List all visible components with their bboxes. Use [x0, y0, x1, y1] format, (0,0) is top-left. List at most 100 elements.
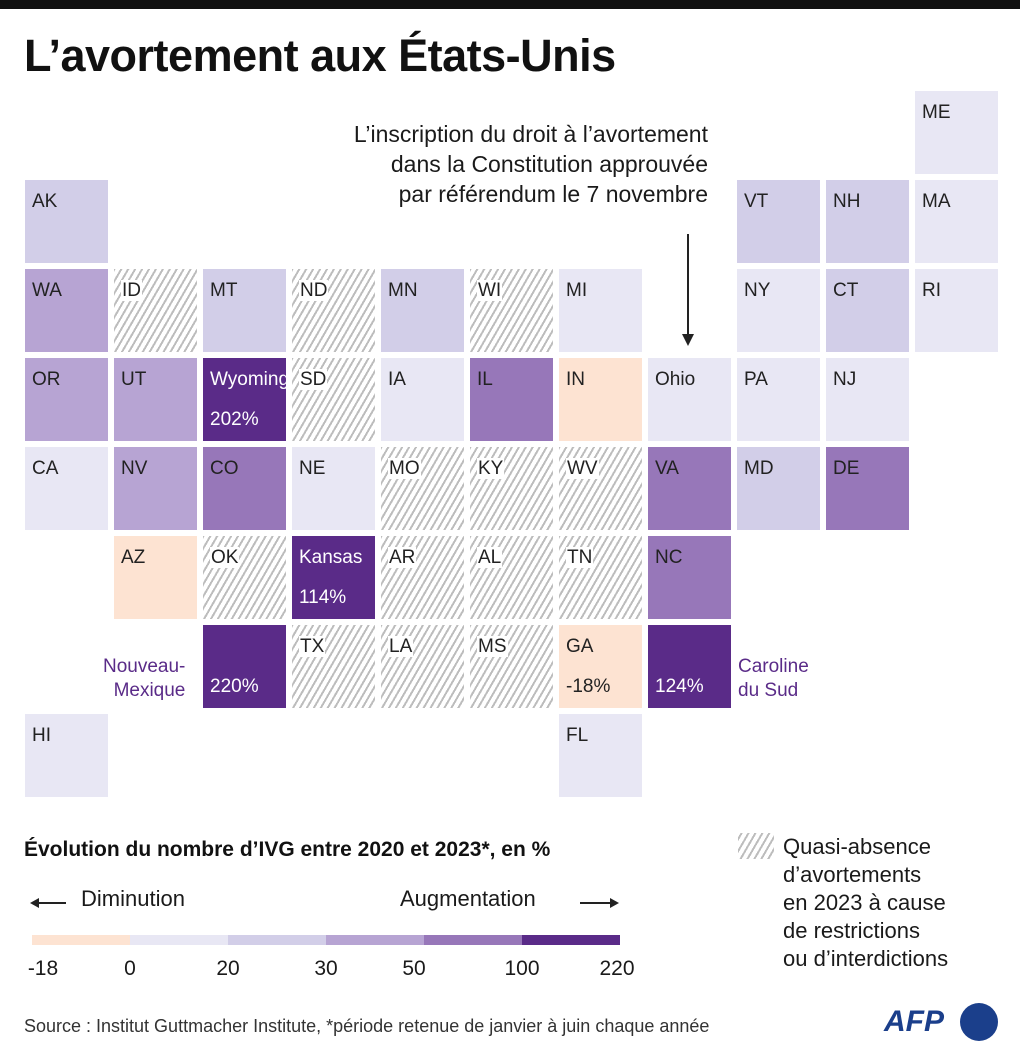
ramp-segment [424, 935, 522, 945]
state-tile-ma: MA [915, 180, 998, 263]
state-tile-ok: OK [203, 536, 286, 619]
state-abbr: ID [121, 280, 142, 301]
state-tile-hi: HI [25, 714, 108, 797]
state-abbr: NY [744, 280, 771, 301]
hatch-legend-text: Quasi-absence d’avortements en 2023 à ca… [783, 833, 948, 973]
state-abbr: TX [299, 636, 326, 657]
state-pct: -18% [566, 676, 611, 697]
state-abbr: RI [922, 280, 941, 301]
state-tile-mn: MN [381, 269, 464, 352]
state-tile-pa: PA [737, 358, 820, 441]
state-tile-ca: CA [25, 447, 108, 530]
legend-tick: 30 [314, 957, 338, 980]
state-tile-ct: CT [826, 269, 909, 352]
state-tile-vt: VT [737, 180, 820, 263]
state-abbr: VA [655, 458, 679, 479]
increase-arrow-line [580, 902, 612, 904]
label-caroline-du-sud: Caroline du Sud [738, 655, 809, 703]
hatch-legend-line: en 2023 à cause [783, 890, 946, 915]
state-tile-me: ME [915, 91, 998, 174]
state-tile-nh: NH [826, 180, 909, 263]
legend-tick: 220 [599, 957, 635, 980]
state-tile-kansas: Kansas 114% [292, 536, 375, 619]
hatch-legend-line: Quasi-absence [783, 834, 931, 859]
state-abbr: LA [388, 636, 414, 657]
state-abbr: MD [744, 458, 774, 479]
state-abbr: TN [566, 547, 594, 568]
state-abbr: FL [566, 725, 589, 746]
annotation-arrow-line [687, 234, 689, 338]
state-abbr: ME [922, 102, 951, 123]
state-tile-wyoming: Wyoming 202% [203, 358, 290, 441]
state-tile-ky: KY [470, 447, 553, 530]
state-abbr: ND [299, 280, 329, 301]
state-tile-ut: UT [114, 358, 197, 441]
label-line: Nouveau- [103, 656, 186, 677]
top-bar [0, 0, 1020, 9]
state-tile-nv: NV [114, 447, 197, 530]
state-abbr: MI [566, 280, 588, 301]
afp-logo-text: AFP [884, 1005, 944, 1038]
state-tile-nj: NJ [826, 358, 909, 441]
ramp-segment [522, 935, 620, 945]
ramp-segment [32, 935, 130, 945]
state-abbr: IL [477, 369, 493, 390]
state-abbr: IA [388, 369, 406, 390]
increase-arrow-icon [610, 898, 619, 908]
state-tile-col2-row6: 220% [203, 625, 286, 708]
legend-tick: 50 [402, 957, 426, 980]
state-tile-mi: MI [559, 269, 642, 352]
state-tile-sd: SD [292, 358, 375, 441]
state-tile-ny: NY [737, 269, 820, 352]
state-tile-nc: NC [648, 536, 731, 619]
state-tile-al: AL [470, 536, 553, 619]
state-abbr: WI [477, 280, 503, 301]
state-abbr: NE [299, 458, 326, 479]
state-abbr: CA [32, 458, 59, 479]
state-tile-va: VA [648, 447, 731, 530]
state-abbr: UT [121, 369, 147, 390]
state-tile-az: AZ [114, 536, 197, 619]
state-tile-ga: GA -18% [559, 625, 642, 708]
state-abbr: IN [566, 369, 585, 390]
state-abbr: MN [388, 280, 418, 301]
state-abbr: GA [566, 636, 594, 657]
state-abbr: WV [566, 458, 599, 479]
annotation-line: par référendum le 7 novembre [398, 181, 708, 207]
ramp-segment [326, 935, 424, 945]
state-abbr: NJ [833, 369, 857, 390]
annotation-arrow-head [682, 334, 694, 346]
state-abbr: OK [210, 547, 240, 568]
state-tile-co: CO [203, 447, 286, 530]
ramp-segment [228, 935, 326, 945]
state-tile-or: OR [25, 358, 108, 441]
state-tile-ohio: Ohio [648, 358, 731, 441]
state-abbr: NC [655, 547, 683, 568]
decrease-label: Diminution [81, 886, 185, 911]
hatch-legend-line: d’avortements [783, 862, 922, 887]
state-abbr: MS [477, 636, 508, 657]
state-tile-de: DE [826, 447, 909, 530]
annotation-line: L’inscription du droit à l’avortement [353, 121, 708, 147]
state-tile-ms: MS [470, 625, 553, 708]
state-tile-nd: ND [292, 269, 375, 352]
legend-tick: 100 [504, 957, 540, 980]
state-pct: 114% [299, 587, 347, 608]
state-abbr: Wyoming [210, 369, 290, 390]
state-tile-wi: WI [470, 269, 553, 352]
state-abbr: MO [388, 458, 421, 479]
state-tile-col7-row6: 124% [648, 625, 731, 708]
state-tile-mt: MT [203, 269, 286, 352]
state-abbr: AL [477, 547, 503, 568]
state-tile-md: MD [737, 447, 820, 530]
state-pct: 202% [210, 409, 259, 430]
label-nouveau-mexique: Nouveau- Mexique [103, 655, 185, 703]
afp-logo-dot-icon [960, 1003, 998, 1041]
ramp-segment [130, 935, 228, 945]
state-abbr: AR [388, 547, 417, 568]
hatch-legend-swatch [738, 833, 774, 859]
legend-tick: 0 [124, 957, 136, 980]
state-abbr: Ohio [655, 369, 696, 390]
state-abbr: PA [744, 369, 768, 390]
legend-tick: -18 [27, 957, 59, 980]
